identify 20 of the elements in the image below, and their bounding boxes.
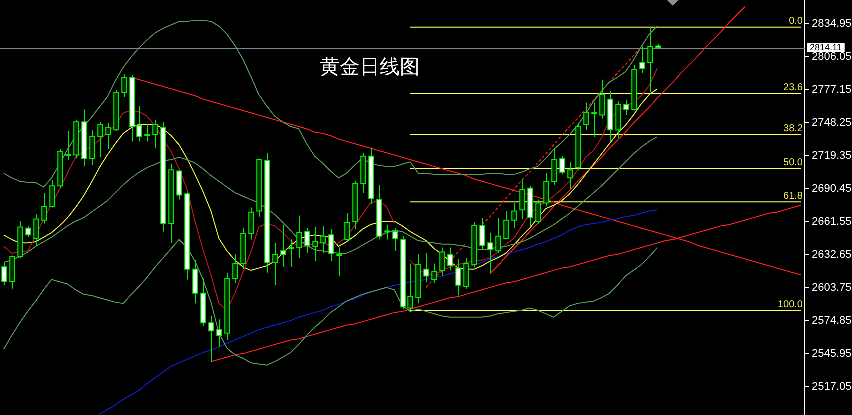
annotation: 61.8 [784, 190, 804, 202]
y-tick-label: 2690.45 [812, 183, 852, 196]
y-tick-label: 2806.05 [812, 51, 852, 64]
annotation: 23.6 [784, 82, 804, 94]
y-tick-label: 2834.95 [812, 18, 852, 30]
y-tick-label: 2632.65 [812, 249, 852, 262]
y-tick-label: 2603.75 [812, 282, 852, 294]
y-tick-label: 2748.25 [812, 117, 852, 130]
text: 黄金日线图 [320, 56, 420, 79]
y-tick-label: 2661.55 [812, 216, 852, 228]
y-tick-label: 2574.85 [812, 315, 852, 328]
ref-line-label: 2814.11 [810, 42, 842, 52]
y-tick-label: 2517.05 [812, 381, 852, 394]
annotation: 38.2 [784, 123, 804, 134]
y-tick-label: 2777.15 [812, 84, 852, 96]
annotation: 100.0 [778, 299, 804, 310]
annotation: 50.0 [784, 158, 804, 169]
y-tick-label: 2545.95 [812, 348, 852, 360]
y-tick-label: 2719.35 [812, 150, 852, 162]
annotation: 0.0 [789, 16, 804, 28]
